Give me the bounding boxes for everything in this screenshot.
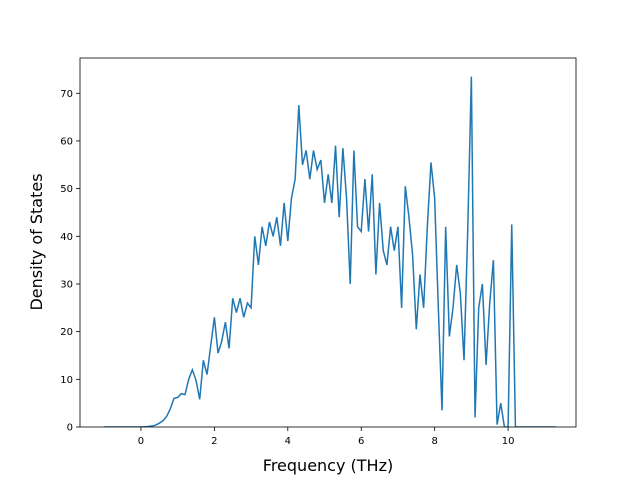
x-tick-label: 8 [431, 436, 437, 447]
y-tick-label: 20 [60, 327, 73, 338]
x-axis-label: Frequency (THz) [263, 456, 393, 475]
y-axis-label: Density of States [27, 173, 46, 310]
y-tick-label: 30 [60, 279, 73, 290]
x-tick-label: 6 [358, 436, 364, 447]
x-tick-label: 4 [285, 436, 291, 447]
x-tick-label: 0 [138, 436, 144, 447]
x-tick-label: 2 [211, 436, 217, 447]
y-tick-label: 10 [60, 375, 73, 386]
line [104, 76, 556, 427]
y-tick-label: 50 [60, 184, 73, 195]
plot-frame [79, 57, 577, 428]
y-tick-label: 60 [60, 136, 73, 147]
y-tick-label: 70 [60, 89, 73, 100]
y-tick-label: 40 [60, 232, 73, 243]
x-tick-label: 10 [502, 436, 515, 447]
y-tick-label: 0 [67, 423, 73, 434]
